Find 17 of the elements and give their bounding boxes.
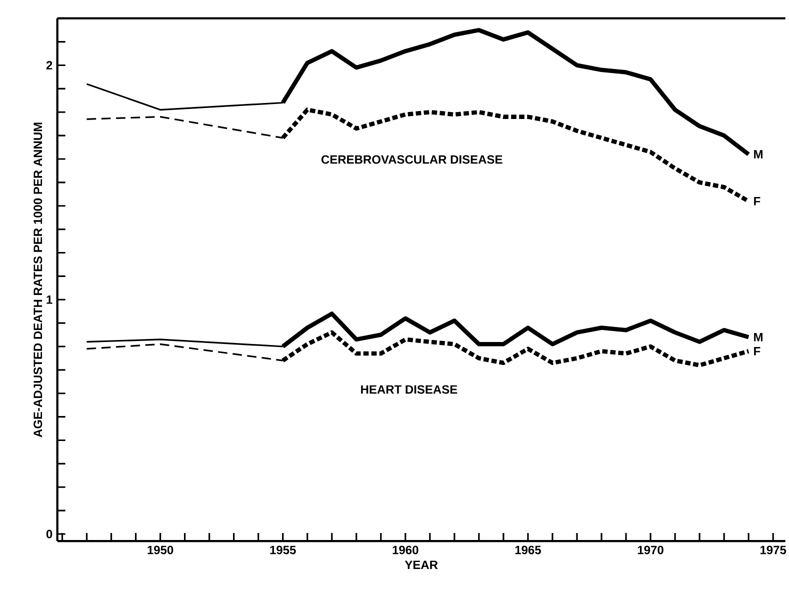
x-axis-title: YEAR <box>404 560 438 569</box>
series-label: F <box>754 347 760 356</box>
x-tick-label: 1955 <box>270 546 296 554</box>
series-label: M <box>754 332 762 342</box>
x-tick-label: 1975 <box>760 546 786 554</box>
annotation: HEART DISEASE <box>361 385 458 394</box>
y-tick-label: 2 <box>46 61 52 70</box>
x-tick-label: 1950 <box>148 546 174 554</box>
y-tick-label: 0 <box>46 530 52 538</box>
x-tick-label: 1960 <box>392 546 418 554</box>
y-axis-title: AGE-ADJUSTED DEATH RATES PER 1000 PER ANNUM <box>34 122 42 438</box>
x-tick-label: 1965 <box>515 546 541 554</box>
series-label: F <box>754 197 760 206</box>
series-label: M <box>754 150 762 158</box>
y-tick-label: 1 <box>46 295 52 304</box>
x-tick-label: 1970 <box>638 546 664 554</box>
annotation: CEREBROVASCULAR DISEASE <box>321 155 502 164</box>
